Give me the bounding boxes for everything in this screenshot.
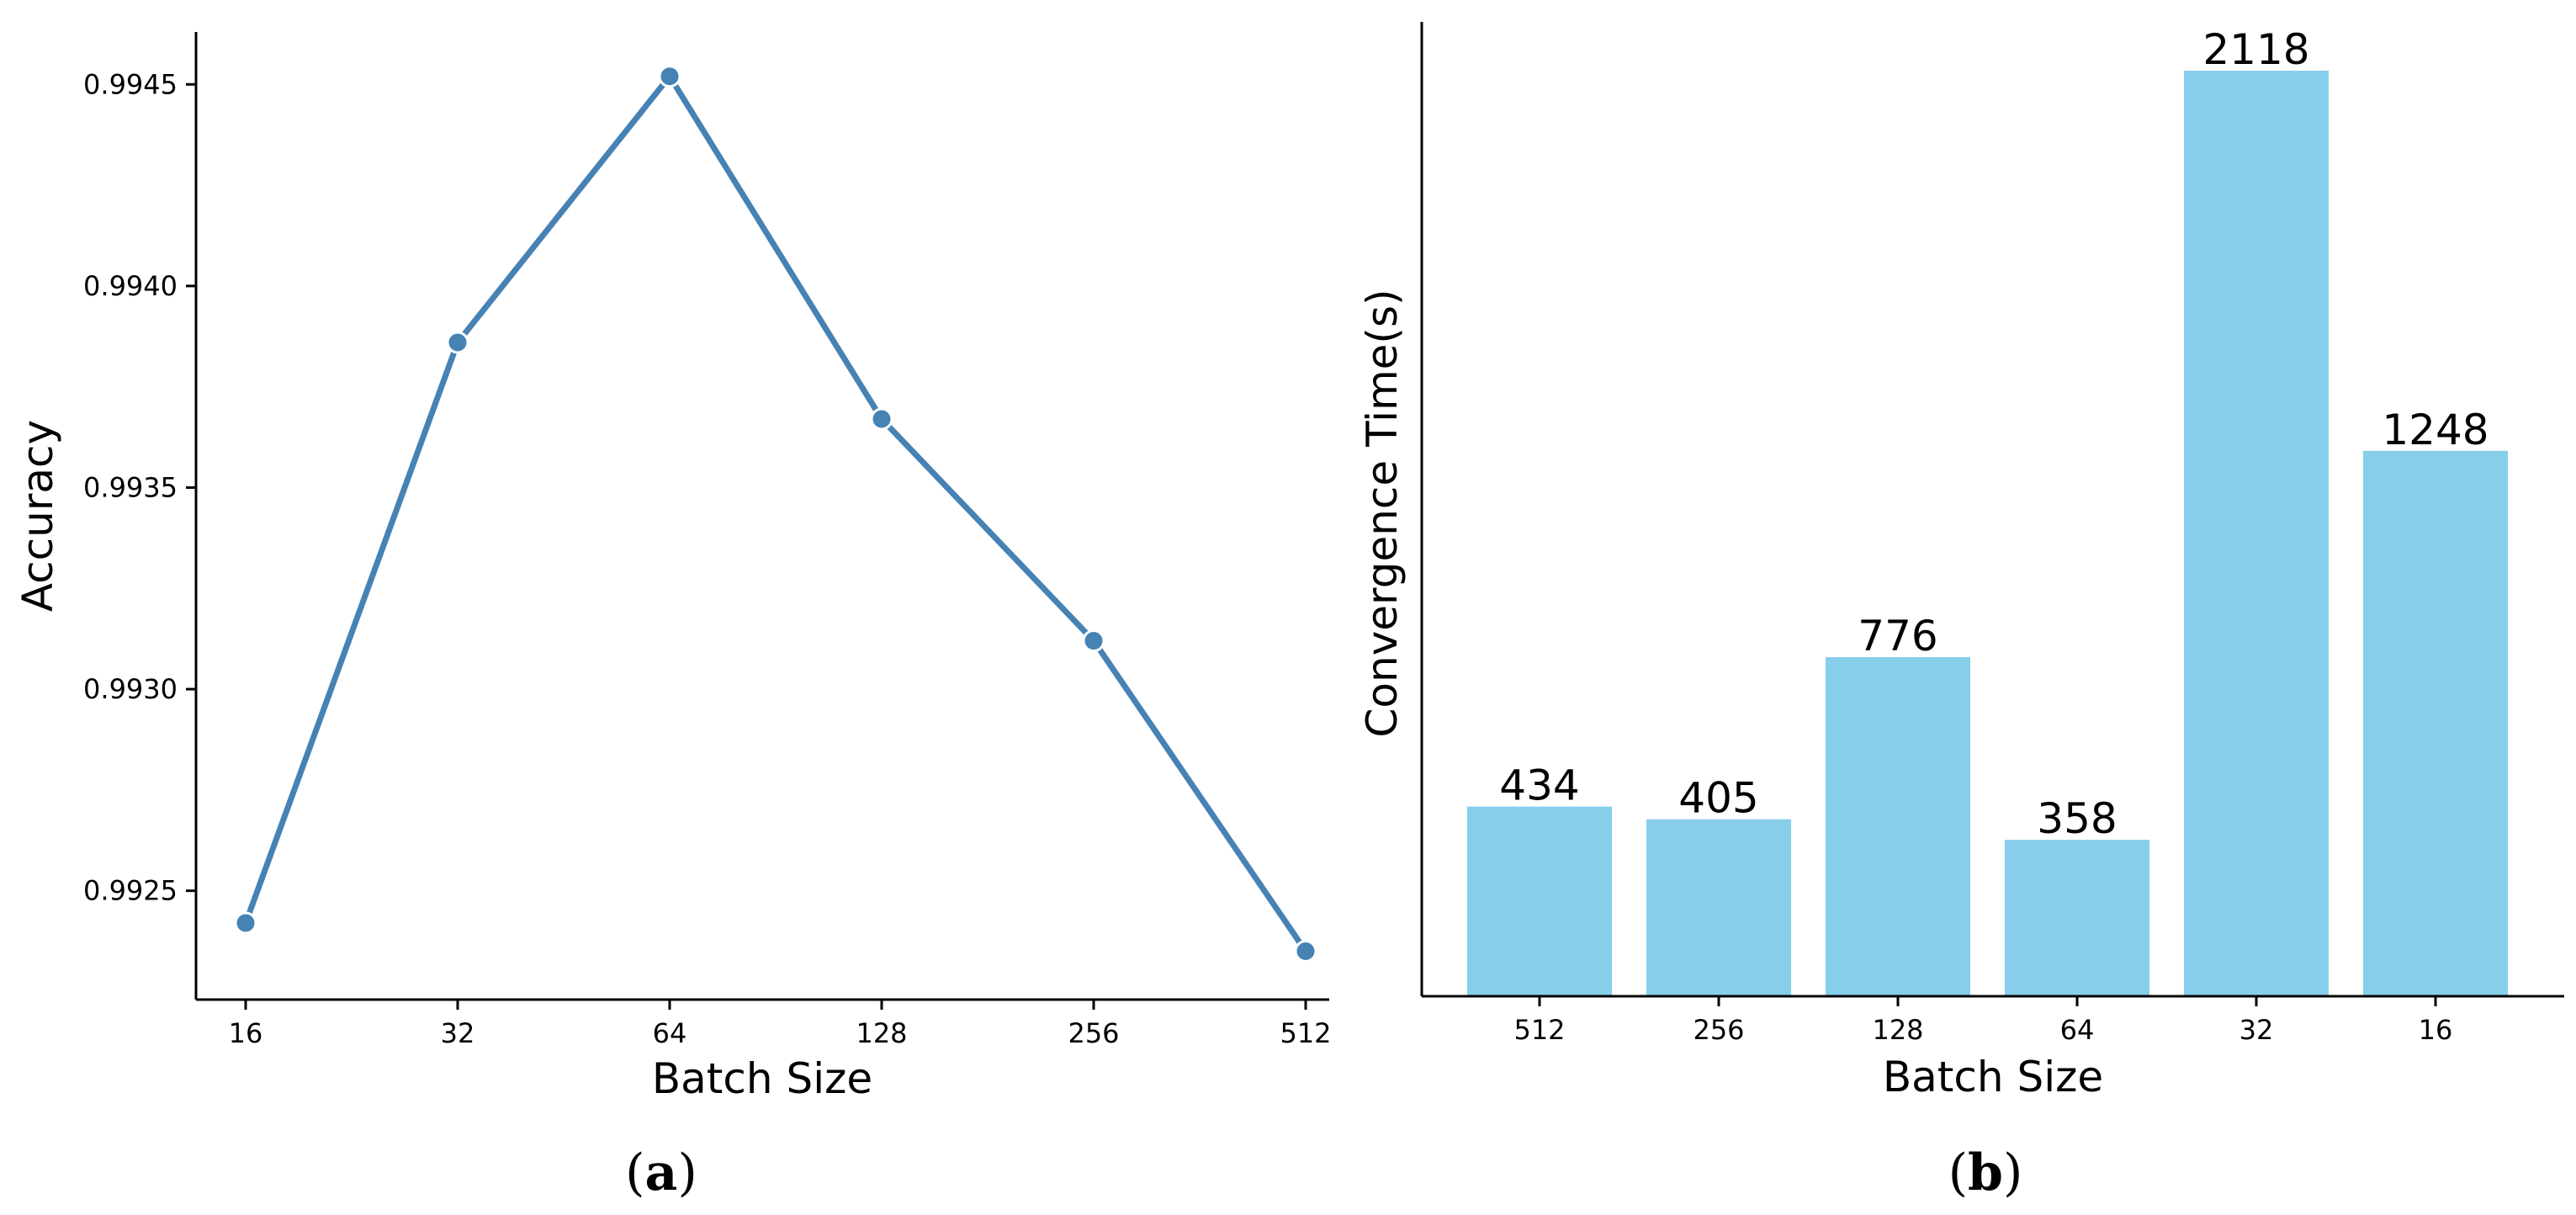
convergence-bar	[1826, 656, 1970, 996]
bar-data-label: 776	[1858, 612, 1937, 661]
a-x-tick-label: 512	[1280, 1017, 1331, 1049]
convergence-bar	[1646, 819, 1791, 996]
accuracy-line	[242, 73, 1309, 954]
a-y-tick-label: 0.9940	[83, 270, 178, 302]
a-x-tick-label: 32	[441, 1017, 475, 1049]
b-caption-letter: b	[1968, 1143, 2003, 1202]
convergence-bar-data-labels: 434 405 776 358 2118 1248	[1499, 25, 2489, 843]
a-x-tick-label: 128	[856, 1017, 907, 1049]
a-y-tick-label: 0.9930	[83, 673, 178, 705]
b-x-tick-label: 256	[1693, 1014, 1744, 1046]
accuracy-point	[234, 911, 257, 935]
bar-data-label: 2118	[2202, 25, 2309, 74]
a-caption-letter: a	[645, 1143, 678, 1202]
bar-data-label: 1248	[2382, 406, 2489, 454]
convergence-bar-marks	[1467, 71, 2508, 996]
a-y-ticks: 0.9925 0.9930 0.9935 0.9940 0.9945	[83, 68, 196, 907]
b-x-tick-label: 128	[1872, 1014, 1923, 1046]
a-y-axis-label: Accuracy	[13, 420, 62, 612]
convergence-bar-chart: 434 405 776 358 2118 1248 512 256 128 64 32 16 Bat…	[1358, 22, 2564, 1202]
b-x-axis-label: Batch Size	[1883, 1053, 2103, 1101]
b-x-ticks: 512 256 128 64 32 16	[1513, 996, 2452, 1046]
convergence-bar	[2184, 71, 2329, 996]
convergence-bar	[2363, 450, 2508, 996]
a-caption: (a)	[625, 1143, 697, 1202]
b-y-axis-label: Convergence Time(s)	[1358, 289, 1407, 738]
b-x-tick-label: 32	[2239, 1014, 2274, 1046]
accuracy-point	[1082, 629, 1105, 653]
a-x-ticks: 16 32 64 128 256 512	[229, 1000, 1332, 1049]
accuracy-point	[446, 331, 469, 354]
a-y-tick-label: 0.9945	[83, 68, 178, 100]
accuracy-line-marks	[234, 65, 1317, 963]
bar-data-label: 358	[2037, 794, 2117, 843]
b-caption: (b)	[1948, 1143, 2023, 1202]
bar-data-label: 405	[1678, 774, 1758, 823]
b-x-tick-label: 64	[2060, 1014, 2095, 1046]
a-x-tick-label: 256	[1068, 1017, 1119, 1049]
a-x-tick-label: 64	[653, 1017, 687, 1049]
a-x-tick-label: 16	[229, 1017, 263, 1049]
a-y-tick-label: 0.9925	[83, 875, 178, 907]
bar-data-label: 434	[1499, 761, 1579, 810]
b-x-tick-label: 512	[1513, 1014, 1565, 1046]
a-x-axis-label: Batch Size	[652, 1054, 872, 1103]
accuracy-point	[658, 65, 681, 88]
convergence-bar	[1467, 806, 1612, 996]
convergence-bar	[2005, 840, 2149, 996]
b-x-tick-label: 16	[2419, 1014, 2453, 1046]
accuracy-line-chart: 16 32 64 128 256 512 0.9925 0.9930 0.9935 0.9940…	[13, 32, 1332, 1202]
accuracy-point	[870, 407, 893, 431]
accuracy-point	[1294, 940, 1317, 963]
a-y-tick-label: 0.9935	[83, 471, 178, 503]
